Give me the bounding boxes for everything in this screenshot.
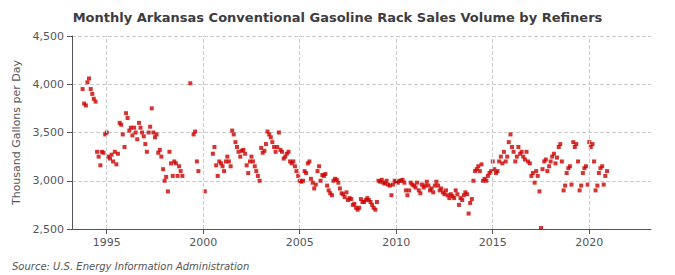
svg-text:Monthly Arkansas Conventional: Monthly Arkansas Conventional Gasoline R… [73, 10, 603, 25]
svg-text:3,500: 3,500 [33, 126, 65, 139]
svg-text:4,000: 4,000 [33, 78, 65, 91]
svg-text:2015: 2015 [479, 236, 507, 249]
svg-text:Thousand Gallons per Day: Thousand Gallons per Day [10, 59, 23, 206]
svg-text:2010: 2010 [382, 236, 410, 249]
svg-text:2000: 2000 [189, 236, 217, 249]
svg-text:1995: 1995 [93, 236, 121, 249]
svg-text:2,500: 2,500 [33, 223, 65, 236]
svg-text:2005: 2005 [286, 236, 314, 249]
svg-text:2020: 2020 [575, 236, 603, 249]
svg-text:Source: U.S. Energy Informatio: Source: U.S. Energy Information Administ… [12, 261, 249, 272]
svg-text:4,500: 4,500 [33, 30, 65, 43]
svg-text:3,000: 3,000 [33, 174, 65, 187]
